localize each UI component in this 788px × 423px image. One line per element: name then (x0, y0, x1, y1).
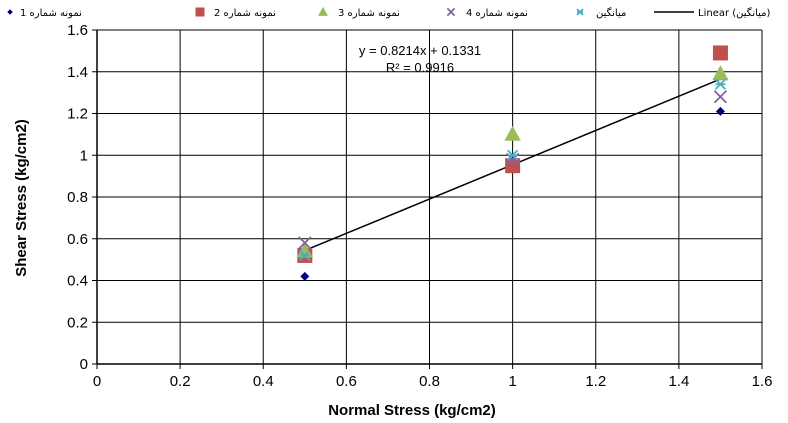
axes (92, 29, 763, 369)
x-marker (713, 90, 728, 104)
x-tick-label: 0.4 (253, 373, 274, 390)
x-tick-label: 1.6 (752, 373, 773, 390)
series-5-points (299, 78, 727, 262)
x-tick-label: 0.8 (419, 373, 440, 390)
x-marker-stroke (713, 90, 728, 104)
y-tick-label: 1.6 (67, 22, 88, 39)
y-tick-label: 1 (80, 147, 88, 164)
star-marker (506, 149, 519, 161)
legend-label: نمونه شماره 3 (338, 8, 400, 19)
y-tick-label: 1.2 (67, 106, 88, 123)
trendline-equation: y = 0.8214x + 0.1331 (359, 43, 481, 58)
x-marker (446, 7, 456, 17)
x-tick-label: 0.2 (170, 373, 191, 390)
y-tick-label: 0.2 (67, 314, 88, 331)
series-3-points (296, 65, 729, 258)
data-points (296, 45, 729, 281)
diamond-marker (715, 106, 725, 116)
star-marker (299, 249, 311, 262)
y-tick-label: 0.8 (67, 189, 88, 206)
triangle-marker (296, 242, 314, 258)
triangle-marker (712, 65, 729, 81)
x-tick-label: 1 (508, 373, 516, 390)
square-marker (195, 7, 205, 17)
tick-labels: 0 0.2 0.4 0.6 0.8 1 1.2 1.4 1.6 0 0.2 0.4 0.6 0.8 1 1.2… (67, 22, 772, 390)
x-tick-label: 1.4 (668, 373, 689, 390)
x-marker-stroke (298, 236, 312, 250)
legend-item-4: نمونه شماره 4 (446, 7, 528, 19)
x-marker-stroke (446, 7, 456, 17)
x-tick-label: 0 (93, 373, 101, 390)
y-tick-label: 1.4 (67, 64, 88, 81)
legend-item-3: نمونه شماره 3 (318, 6, 400, 19)
y-tick-label: 0.6 (67, 231, 88, 248)
square-marker (712, 45, 728, 61)
trendline-r2: R² = 0.9916 (386, 60, 454, 75)
x-axis-title: Normal Stress (kg/cm2) (328, 402, 496, 419)
x-tick-label: 1.2 (585, 373, 606, 390)
legend-label: نمونه شماره 1 (20, 8, 82, 19)
legend-label: Linear (میانگین) (698, 7, 771, 19)
triangle-marker (504, 125, 521, 141)
diamond-marker (300, 271, 310, 281)
legend-label: نمونه شماره 2 (214, 8, 276, 19)
legend-item-5: میانگین (576, 7, 626, 19)
y-axis-title: Shear Stress (kg/cm2) (13, 119, 30, 277)
y-tick-label: 0.4 (67, 273, 88, 290)
legend: نمونه شماره 1 نمونه شماره 2 نمونه شماره 3 ن… (7, 6, 771, 19)
star-marker (714, 78, 727, 90)
x-marker (298, 236, 312, 250)
grid (96, 29, 763, 365)
y-tick-label: 0 (80, 356, 88, 373)
legend-item-1: نمونه شماره 1 (7, 8, 82, 19)
x-tick-label: 0.6 (336, 373, 357, 390)
legend-label: میانگین (596, 7, 626, 19)
star-marker (576, 8, 584, 16)
triangle-marker (318, 6, 328, 16)
diamond-marker (7, 9, 13, 15)
legend-item-2: نمونه شماره 2 (195, 7, 276, 19)
legend-label: نمونه شماره 4 (466, 8, 528, 19)
legend-item-trendline: Linear (میانگین) (654, 7, 771, 19)
